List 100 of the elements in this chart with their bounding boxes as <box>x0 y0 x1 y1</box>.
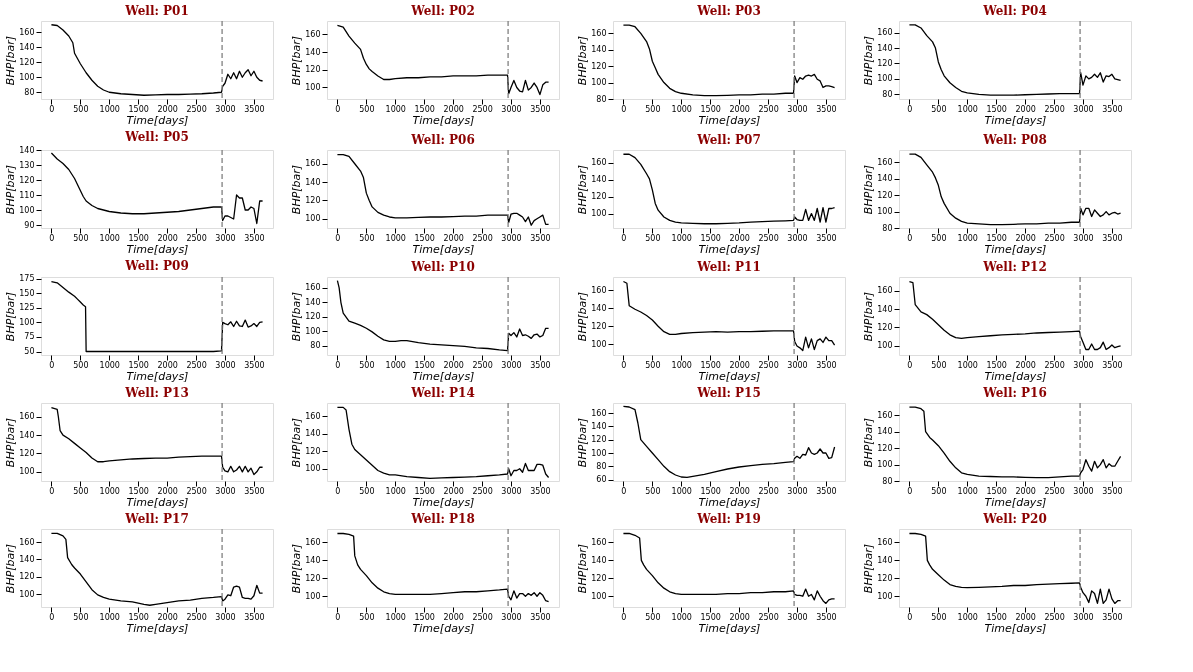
x-tick-label: 500 <box>645 233 661 243</box>
x-tick-label: 3000 <box>215 360 236 370</box>
x-tick-label: 1500 <box>414 486 435 496</box>
x-tick-label: 2000 <box>729 486 750 496</box>
y-tick-label: 130 <box>19 160 35 170</box>
x-tick-label: 3000 <box>501 612 522 622</box>
x-tick-label: 1000 <box>385 104 406 114</box>
y-tick-label: 140 <box>591 303 607 313</box>
y-tick-label: 120 <box>19 448 35 458</box>
y-tick-label: 160 <box>305 29 321 39</box>
y-tick-label: 50 <box>24 347 35 357</box>
x-tick-label: 0 <box>621 360 627 370</box>
y-tick-label: 160 <box>305 159 321 169</box>
y-tick-label: 100 <box>305 591 321 601</box>
y-tick-label: 120 <box>305 446 321 456</box>
x-tick-label: 3500 <box>1102 486 1123 496</box>
y-tick-label: 120 <box>877 322 893 332</box>
x-axis-title: Time[days] <box>412 242 475 256</box>
x-tick-label: 1000 <box>957 104 978 114</box>
x-tick-label: 2500 <box>1044 360 1065 370</box>
y-axis-title: BHP[bar] <box>290 543 304 594</box>
x-tick-label: 2500 <box>758 360 779 370</box>
x-tick-label: 1000 <box>99 233 120 243</box>
x-tick-label: 3500 <box>244 612 265 622</box>
y-tick-label: 120 <box>591 192 607 202</box>
x-tick-label: 3000 <box>501 360 522 370</box>
x-tick-label: 2500 <box>472 233 493 243</box>
chart-title: Well: P02 <box>410 4 475 19</box>
x-tick-label: 1000 <box>385 360 406 370</box>
line-series <box>908 153 1122 226</box>
chart-title: Well: P19 <box>696 512 761 527</box>
y-tick-label: 160 <box>305 537 321 547</box>
x-tick-label: 1000 <box>957 233 978 243</box>
x-tick-label: 1500 <box>128 486 149 496</box>
x-tick-label: 2000 <box>157 612 178 622</box>
x-tick-label: 1500 <box>128 360 149 370</box>
y-tick-label: 100 <box>591 209 607 219</box>
y-tick-label: 160 <box>19 537 35 547</box>
y-tick-label: 100 <box>877 591 893 601</box>
line-series <box>50 532 264 606</box>
x-tick-label: 1000 <box>671 612 692 622</box>
x-axis-title: Time[days] <box>984 495 1047 509</box>
line-series <box>908 280 1122 351</box>
line-series <box>50 152 264 225</box>
x-axis-title: Time[days] <box>984 242 1047 256</box>
y-tick-label: 160 <box>877 410 893 420</box>
x-tick-label: 3500 <box>1102 104 1123 114</box>
y-tick-label: 140 <box>19 145 35 155</box>
x-tick-label: 3500 <box>1102 233 1123 243</box>
x-axis-title: Time[days] <box>412 369 475 383</box>
x-tick-label: 0 <box>907 104 913 114</box>
y-tick-label: 160 <box>877 28 893 38</box>
y-tick-label: 100 <box>305 464 321 474</box>
x-tick-label: 3000 <box>787 360 808 370</box>
x-tick-label: 3000 <box>1073 612 1094 622</box>
y-tick-label: 160 <box>877 537 893 547</box>
x-tick-label: 0 <box>49 486 55 496</box>
x-tick-label: 3500 <box>530 233 551 243</box>
chart-title: Well: P10 <box>410 260 475 275</box>
x-tick-label: 1000 <box>957 612 978 622</box>
line-series <box>622 280 836 352</box>
y-tick-label: 80 <box>596 461 607 471</box>
y-tick-label: 100 <box>591 339 607 349</box>
x-axis-title: Time[days] <box>126 113 189 127</box>
x-tick-label: 0 <box>621 486 627 496</box>
x-tick-label: 1500 <box>414 104 435 114</box>
line-series <box>622 405 836 478</box>
y-tick-label: 175 <box>19 274 35 284</box>
y-tick-label: 120 <box>877 573 893 583</box>
x-tick-label: 2500 <box>472 104 493 114</box>
line-series <box>50 281 264 353</box>
y-tick-label: 90 <box>24 220 35 230</box>
line-series <box>622 24 836 97</box>
x-tick-label: 1000 <box>99 104 120 114</box>
y-tick-label: 160 <box>877 157 893 167</box>
y-tick-label: 100 <box>19 467 35 477</box>
x-tick-label: 500 <box>931 486 947 496</box>
x-tick-label: 2000 <box>443 104 464 114</box>
x-tick-label: 1500 <box>700 486 721 496</box>
chart-title: Well: P11 <box>696 260 761 275</box>
x-tick-label: 0 <box>335 104 341 114</box>
y-tick-label: 120 <box>305 65 321 75</box>
y-axis-title: BHP[bar] <box>862 164 876 215</box>
x-tick-label: 2500 <box>758 612 779 622</box>
y-tick-label: 140 <box>591 175 607 185</box>
y-axis-title: BHP[bar] <box>4 291 18 342</box>
y-tick-label: 140 <box>305 555 321 565</box>
y-tick-label: 125 <box>19 303 35 313</box>
chart-title: Well: P16 <box>982 386 1047 401</box>
x-tick-label: 3000 <box>787 233 808 243</box>
x-tick-label: 2000 <box>443 233 464 243</box>
x-tick-label: 2000 <box>157 486 178 496</box>
x-tick-label: 1500 <box>700 233 721 243</box>
y-tick-label: 140 <box>877 174 893 184</box>
y-tick-label: 100 <box>591 78 607 88</box>
x-tick-label: 1000 <box>385 233 406 243</box>
x-tick-label: 500 <box>645 486 661 496</box>
y-axis-title: BHP[bar] <box>4 35 18 86</box>
y-axis-title: BHP[bar] <box>862 35 876 86</box>
y-tick-label: 120 <box>305 195 321 205</box>
